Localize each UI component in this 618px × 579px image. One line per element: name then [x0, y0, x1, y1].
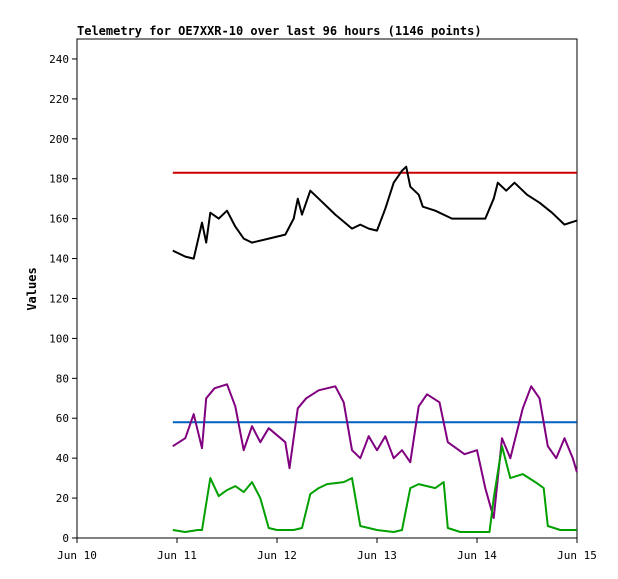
x-tick-label: Jun 13 — [357, 549, 397, 562]
y-tick-label: 120 — [49, 292, 69, 305]
y-tick-label: 80 — [56, 372, 69, 385]
y-tick-label: 20 — [56, 492, 69, 505]
y-tick-label: 180 — [49, 173, 69, 186]
y-tick-label: 240 — [49, 53, 69, 66]
y-tick-label: 200 — [49, 133, 69, 146]
series-line-4 — [172, 445, 577, 533]
series-line-2 — [172, 165, 578, 260]
y-axis-label: Values — [25, 267, 39, 310]
x-tick-label: Jun 14 — [457, 549, 497, 562]
y-tick-label: 140 — [49, 253, 69, 266]
x-tick-label: Jun 11 — [157, 549, 197, 562]
x-tick-label: Jun 10 — [57, 549, 97, 562]
y-tick-label: 160 — [49, 213, 69, 226]
chart-title: Telemetry for OE7XXR-10 over last 96 hou… — [77, 24, 482, 38]
series-line-3 — [172, 383, 578, 519]
series-layer — [172, 165, 578, 533]
x-tick-label: Jun 12 — [257, 549, 297, 562]
x-axis: Jun 10 Jun 11 Jun 12 Jun 13 Jun 14 Jun 15 — [57, 538, 597, 562]
y-tick-label: 40 — [56, 452, 69, 465]
x-tick-label: Jun 15 — [557, 549, 597, 562]
y-tick-label: 100 — [49, 332, 69, 345]
y-axis: 0 20 40 60 80 100 120 140 160 180 200 220 240 — [49, 53, 77, 545]
y-tick-label: 220 — [49, 93, 69, 106]
plot-area-frame — [76, 38, 578, 539]
y-tick-label: 0 — [62, 532, 69, 545]
y-tick-label: 60 — [56, 412, 69, 425]
